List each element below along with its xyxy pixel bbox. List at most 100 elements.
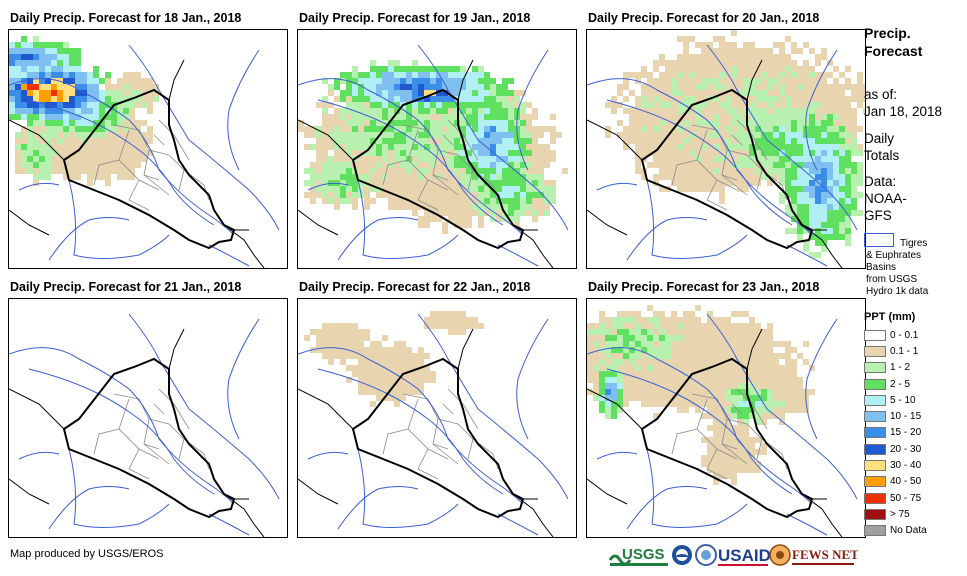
basin-outline bbox=[337, 217, 419, 261]
admin-boundary bbox=[731, 134, 743, 146]
admin-boundary bbox=[736, 119, 768, 161]
map-panel-21[interactable] bbox=[8, 298, 288, 538]
country-border bbox=[351, 88, 525, 250]
basin-outline bbox=[28, 368, 215, 495]
admin-boundary bbox=[696, 129, 738, 191]
basin-outline bbox=[128, 313, 280, 500]
admin-boundary bbox=[113, 124, 170, 156]
admin-boundary bbox=[442, 134, 454, 146]
basin-outline bbox=[48, 217, 130, 261]
basin-outline bbox=[208, 513, 250, 536]
basin-outline bbox=[596, 182, 638, 191]
admin-boundary bbox=[432, 174, 449, 181]
legend-swatch bbox=[864, 378, 886, 390]
admin-boundary bbox=[382, 428, 409, 455]
legend-item: 0.1 - 1 bbox=[864, 343, 927, 359]
panel-title-21: Daily Precip. Forecast for 21 Jan., 2018 bbox=[10, 280, 242, 294]
basin-outline bbox=[596, 451, 638, 460]
neighbor-border bbox=[801, 493, 843, 537]
admin-boundary bbox=[691, 393, 748, 425]
map-panel-23[interactable] bbox=[586, 298, 866, 538]
legend-swatch bbox=[864, 411, 886, 423]
legend-item: 15 - 20 bbox=[864, 425, 927, 441]
admin-boundary bbox=[143, 443, 160, 450]
basin-outline bbox=[786, 513, 828, 536]
map-panel-18[interactable] bbox=[8, 29, 288, 269]
basin-outline bbox=[317, 368, 504, 495]
legend-label: 1 - 2 bbox=[890, 362, 911, 374]
legend-item: 5 - 10 bbox=[864, 392, 927, 408]
legend-label: 10 - 15 bbox=[890, 411, 922, 423]
neighbor-border bbox=[801, 224, 843, 268]
data-source-block: Data: NOAA- GFS bbox=[864, 173, 907, 224]
legend-item: > 75 bbox=[864, 506, 927, 522]
neighbor-border bbox=[587, 119, 643, 161]
legend-item: 50 - 75 bbox=[864, 490, 927, 506]
basin-outline bbox=[516, 318, 549, 440]
legend-label: 0.1 - 1 bbox=[890, 345, 919, 357]
basin-outline bbox=[9, 347, 235, 505]
admin-boundary bbox=[761, 438, 788, 470]
basin-legend-line2: & Euphrates bbox=[866, 250, 922, 261]
ppt-legend-rows: 0 - 0.1 0.1 - 1 1 - 2 2 - 5 5 - 10 10 - 15 15 … bbox=[864, 327, 927, 539]
neighbor-border bbox=[298, 119, 354, 161]
basin-outline bbox=[68, 448, 170, 528]
basin-outline bbox=[337, 486, 419, 530]
neighbor-border bbox=[9, 209, 50, 236]
legend-label: 20 - 30 bbox=[890, 443, 922, 455]
admin-boundary bbox=[696, 398, 738, 460]
neighbor-border bbox=[457, 59, 474, 101]
precip-raster bbox=[605, 30, 865, 258]
legend-swatch bbox=[864, 508, 886, 520]
precip-raster bbox=[298, 60, 568, 234]
basin-outline bbox=[417, 44, 569, 231]
legend-label: 5 - 10 bbox=[890, 394, 916, 406]
basin-outline bbox=[497, 244, 539, 267]
data-source-line2: GFS bbox=[864, 208, 892, 223]
as-of-date: Jan 18, 2018 bbox=[864, 104, 943, 119]
admin-boundary bbox=[153, 134, 165, 146]
basin-outline bbox=[587, 347, 813, 505]
neighbor-border bbox=[168, 59, 185, 101]
legend-swatch bbox=[864, 362, 886, 374]
usaid-logo-text: USAID bbox=[718, 546, 771, 565]
basin-outline bbox=[417, 313, 569, 500]
data-label: Data: bbox=[864, 174, 897, 189]
neighbor-border bbox=[9, 478, 50, 505]
basin-outline bbox=[128, 44, 280, 231]
ppt-legend-header: PPT (mm) bbox=[864, 311, 916, 323]
map-panel-19[interactable] bbox=[297, 29, 577, 269]
neighbor-border bbox=[512, 493, 554, 537]
side-title: Precip. Forecast bbox=[864, 24, 922, 60]
map-panel-20[interactable] bbox=[586, 29, 866, 269]
neighbor-border bbox=[9, 119, 65, 161]
legend-label: 15 - 20 bbox=[890, 427, 922, 439]
neighbor-border bbox=[223, 224, 265, 268]
admin-boundary bbox=[93, 428, 120, 455]
legend-item: 1 - 2 bbox=[864, 360, 927, 376]
legend-swatch bbox=[864, 427, 886, 439]
map-panel-22[interactable] bbox=[297, 298, 577, 538]
basin-outline bbox=[18, 182, 60, 191]
basin-outline bbox=[208, 244, 250, 267]
admin-boundary bbox=[671, 428, 698, 455]
legend-item: 10 - 15 bbox=[864, 408, 927, 424]
admin-boundary bbox=[731, 403, 743, 415]
neighbor-border bbox=[9, 388, 65, 430]
legend-item: 30 - 40 bbox=[864, 457, 927, 473]
side-title-line2: Forecast bbox=[864, 43, 923, 59]
usgs-logo-text: USGS bbox=[622, 546, 665, 563]
admin-boundary bbox=[721, 174, 738, 181]
basin-outline bbox=[706, 44, 858, 231]
basin-outline bbox=[357, 448, 459, 528]
legend-swatch bbox=[864, 443, 886, 455]
map-svg-18 bbox=[9, 36, 280, 268]
admin-boundary bbox=[417, 448, 439, 480]
admin-boundary bbox=[671, 159, 698, 186]
basin-legend-line5: Hydro 1k data bbox=[866, 286, 929, 297]
basin-outline bbox=[227, 318, 260, 440]
country-border bbox=[640, 88, 814, 250]
admin-boundary bbox=[761, 169, 788, 201]
admin-boundary bbox=[721, 443, 738, 450]
country-border bbox=[62, 88, 236, 250]
